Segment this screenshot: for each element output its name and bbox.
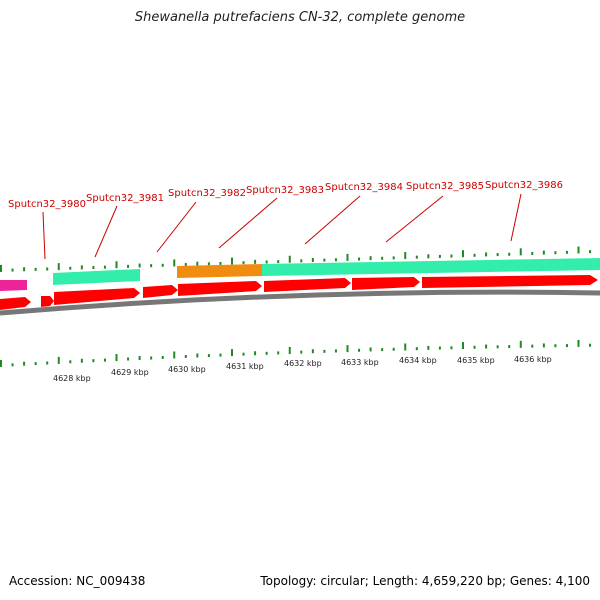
gene-label: Sputcn32_3980 [8, 199, 86, 210]
cds-arrow [0, 297, 31, 310]
gene-label: Sputcn32_3981 [86, 193, 164, 204]
cds-arrow [178, 281, 262, 296]
leader-line [385, 195, 444, 243]
kbp-label: 4636 kbp [514, 355, 552, 364]
leader-line [304, 195, 361, 245]
kbp-label: 4635 kbp [457, 356, 495, 365]
kbp-label: 4633 kbp [341, 358, 379, 367]
gene-labels: Sputcn32_3980 Sputcn32_3981 Sputcn32_398… [8, 180, 563, 210]
accession-text: Accession: NC_009438 [9, 574, 146, 588]
map-title: Shewanella putrefaciens CN-32, complete … [134, 10, 466, 25]
gene-label-leaders [42, 193, 522, 260]
gene-feature-pink [0, 280, 27, 291]
cds-arrow [352, 277, 420, 290]
gene-track [0, 258, 600, 291]
leader-line [42, 211, 46, 260]
upper-tick-row [0, 246, 592, 272]
gene-label: Sputcn32_3985 [406, 181, 484, 192]
genome-backbone [0, 289, 600, 316]
cds-arrow [41, 296, 54, 307]
gene-label: Sputcn32_3986 [485, 180, 563, 191]
kbp-label: 4629 kbp [111, 368, 149, 377]
genome-summary-text: Topology: circular; Length: 4,659,220 bp… [260, 574, 590, 588]
kbp-label: 4630 kbp [168, 365, 206, 374]
leader-line [156, 201, 197, 253]
cds-track [0, 275, 598, 310]
cds-arrow [422, 275, 598, 288]
kbp-label: 4628 kbp [53, 374, 91, 383]
cds-arrow [54, 288, 140, 305]
cds-arrow [143, 285, 178, 298]
leader-line [218, 197, 278, 249]
gene-feature-green [53, 269, 140, 285]
gene-label: Sputcn32_3984 [325, 182, 403, 193]
gene-label: Sputcn32_3983 [246, 185, 324, 196]
kbp-label: 4632 kbp [284, 359, 322, 368]
gene-label: Sputcn32_3982 [168, 188, 246, 199]
kbp-labels: 4628 kbp 4629 kbp 4630 kbp 4631 kbp 4632… [53, 355, 552, 383]
gene-feature-green [262, 258, 600, 276]
cds-arrow [264, 278, 351, 292]
kbp-label: 4634 kbp [399, 356, 437, 365]
leader-line [510, 193, 522, 242]
gene-feature-orange [177, 264, 262, 278]
leader-line [94, 205, 118, 258]
kbp-label: 4631 kbp [226, 362, 264, 371]
lower-tick-row [0, 339, 592, 367]
